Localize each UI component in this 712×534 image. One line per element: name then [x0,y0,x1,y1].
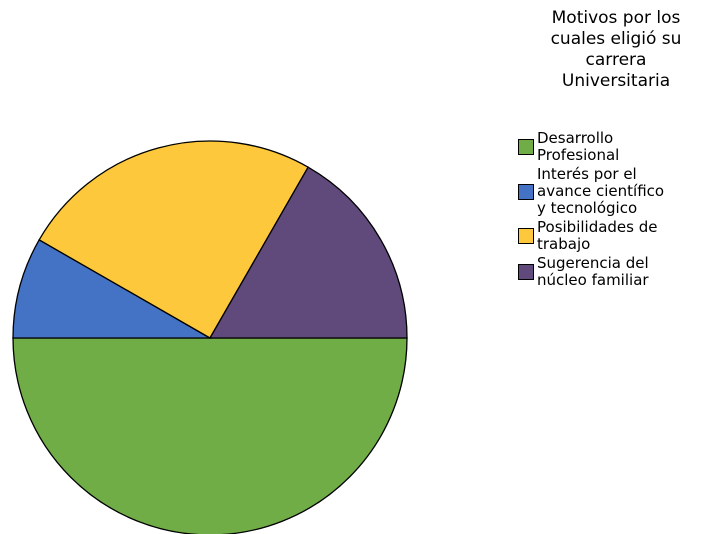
legend-item: Interés por el avance científico y tecno… [518,166,712,217]
legend-label: Sugerencia del núcleo familiar [537,254,649,289]
legend-item: Posibilidades de trabajo [518,219,712,253]
legend-label: Posibilidades de trabajo [537,218,658,253]
legend-swatch [518,264,534,280]
pie-slice [12,238,213,339]
pie-slice [208,166,408,339]
legend: Desarrollo Profesional Interés por el ava… [518,130,712,291]
legend-swatch [518,228,534,244]
legend-swatch [518,183,534,200]
pie-slice [38,140,310,339]
legend-item: Desarrollo Profesional [518,130,712,164]
legend-label: Interés por el avance científico y tecno… [537,165,665,217]
pie-area [12,140,408,534]
legend-item: Sugerencia del núcleo familiar [518,255,712,289]
legend-swatch [518,139,534,155]
pie-slice [12,337,408,534]
legend-label: Desarrollo Profesional [537,129,620,164]
legend-title: Motivos por los cuales eligió su carrera… [550,8,682,91]
